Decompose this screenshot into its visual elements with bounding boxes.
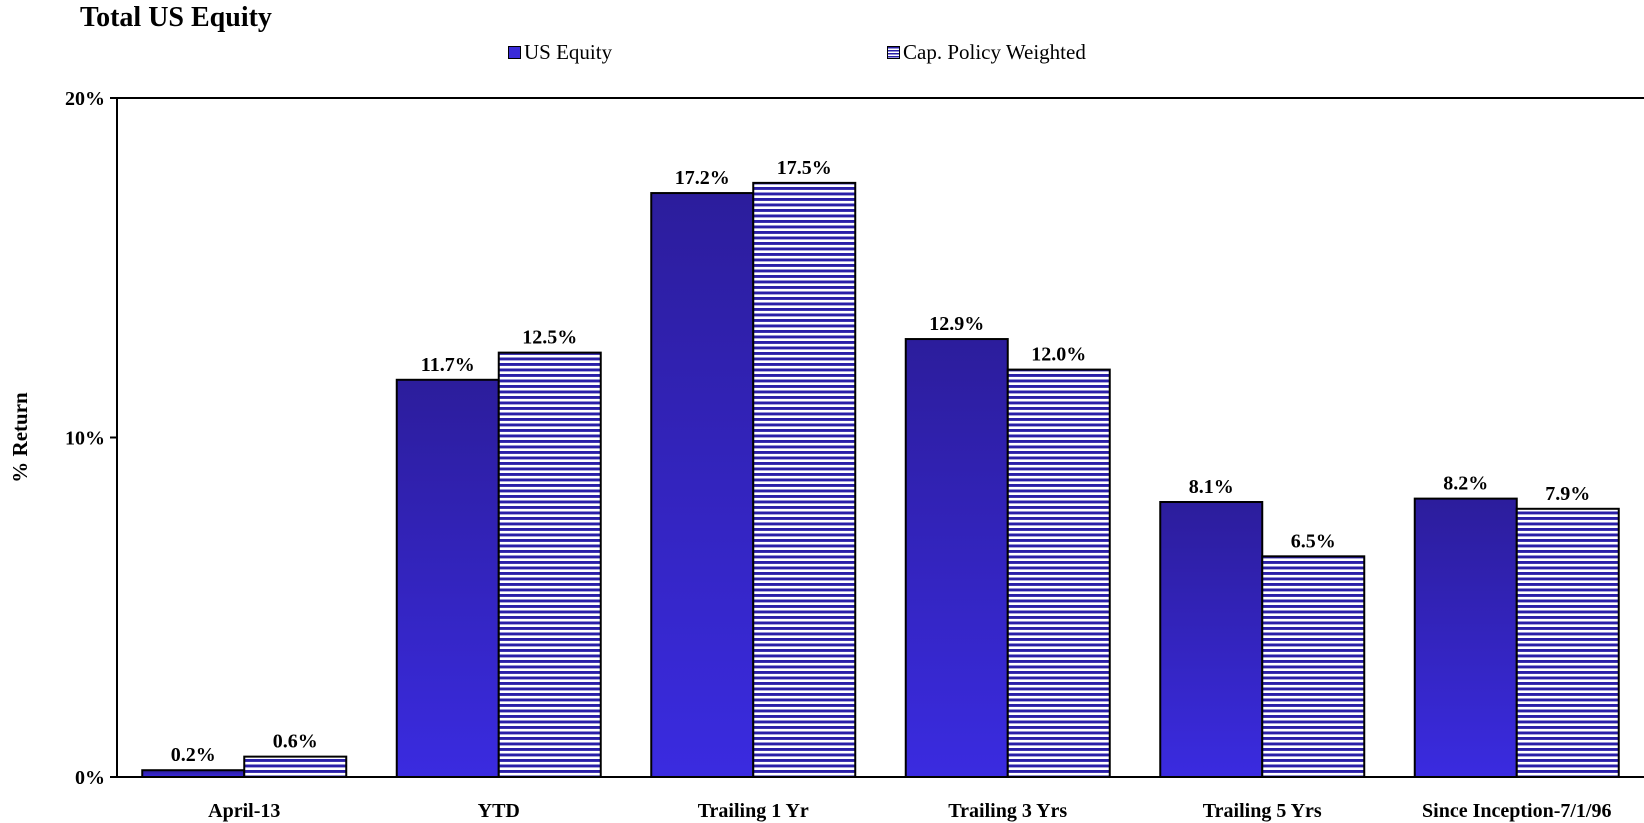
data-label: 17.5% <box>777 157 832 179</box>
legend-item-cap-policy-weighted: Cap. Policy Weighted <box>887 40 1086 64</box>
y-tick-label: 0% <box>75 767 105 789</box>
data-label: 0.2% <box>171 744 216 766</box>
bar-us-equity <box>1413 497 1518 778</box>
y-tick-label: 20% <box>65 88 105 110</box>
data-label: 6.5% <box>1291 530 1336 552</box>
bar-cap-policy-weighted <box>1006 368 1111 778</box>
bar-cap-policy-weighted <box>243 755 348 779</box>
data-label: 11.7% <box>421 354 475 376</box>
y-axis-label: % Return <box>8 392 32 483</box>
bar-cap-policy-weighted <box>497 351 602 778</box>
bar-us-equity <box>904 338 1009 778</box>
legend-label-us-equity: US Equity <box>524 39 613 64</box>
chart-title: Total US Equity <box>80 2 272 33</box>
bar-us-equity <box>141 769 246 779</box>
x-tick-label: April-13 <box>208 800 280 822</box>
data-label: 12.0% <box>1031 344 1086 366</box>
data-label: 17.2% <box>675 167 730 189</box>
x-tick-label: Trailing 5 Yrs <box>1203 800 1322 822</box>
x-tick-label: Trailing 1 Yr <box>698 800 809 822</box>
y-tick-label: 10% <box>65 428 105 450</box>
x-tick-label: YTD <box>478 800 520 822</box>
bar-us-equity <box>1159 501 1264 778</box>
data-label: 12.5% <box>522 327 577 349</box>
legend-swatch-us-equity <box>508 45 521 59</box>
bar-cap-policy-weighted <box>752 181 857 778</box>
data-label: 12.9% <box>929 313 984 335</box>
x-tick-label: Since Inception-7/1/96 <box>1422 800 1611 822</box>
bar-cap-policy-weighted <box>1515 507 1620 778</box>
x-tick-label: Trailing 3 Yrs <box>948 800 1067 822</box>
bar-cap-policy-weighted <box>1261 555 1366 779</box>
bar-us-equity <box>650 192 755 778</box>
data-label: 7.9% <box>1545 483 1590 505</box>
data-label: 0.6% <box>273 731 318 753</box>
data-label: 8.2% <box>1443 473 1488 495</box>
legend-item-us-equity: US Equity <box>508 40 612 64</box>
legend-label-cap-policy-weighted: Cap. Policy Weighted <box>903 39 1086 64</box>
bar-us-equity <box>395 378 500 778</box>
legend-swatch-cap-policy-weighted <box>887 45 900 59</box>
data-label: 8.1% <box>1189 476 1234 498</box>
